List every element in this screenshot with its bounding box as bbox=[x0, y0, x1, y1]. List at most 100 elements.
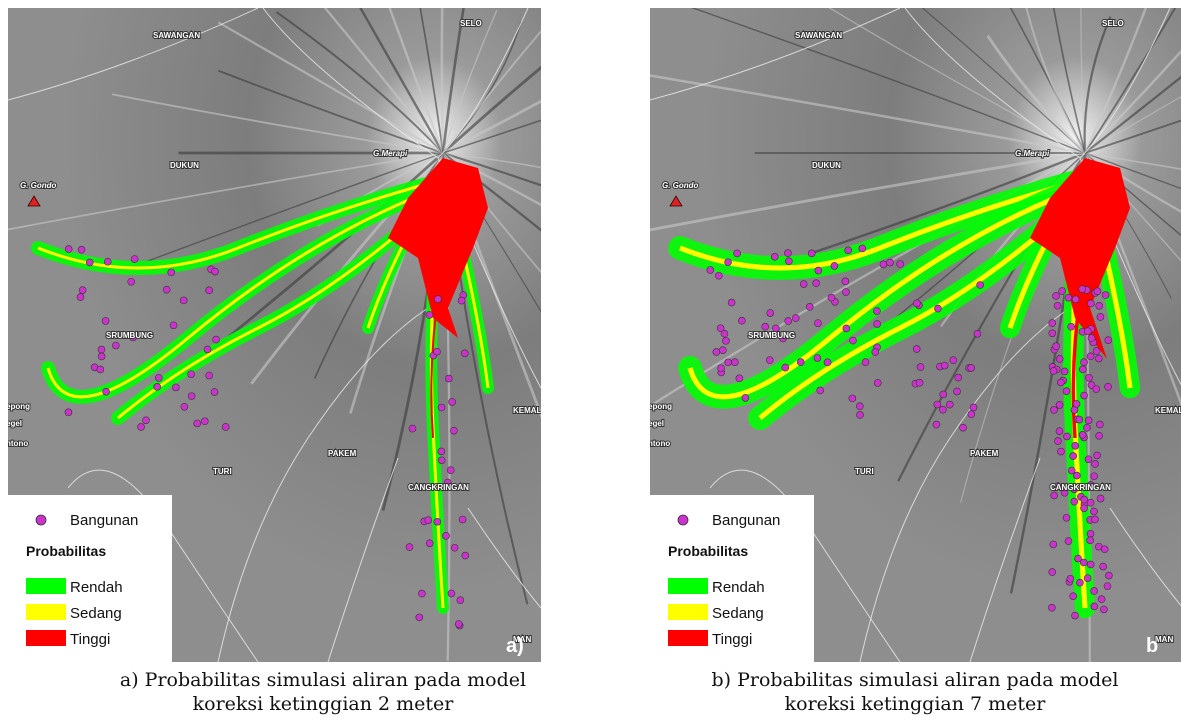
legend-swatch bbox=[668, 578, 708, 594]
building bbox=[1079, 366, 1086, 373]
building bbox=[887, 259, 894, 266]
building bbox=[1092, 516, 1099, 523]
legend-label: Sedang bbox=[70, 605, 122, 622]
building bbox=[1049, 330, 1056, 337]
building bbox=[1094, 452, 1101, 459]
legend-marker bbox=[678, 515, 688, 525]
figure-canvas: SAWANGANSELOG.MerapiDUKUNG. GondoSRUMBUN… bbox=[0, 0, 1181, 724]
building bbox=[1096, 302, 1103, 309]
building bbox=[1090, 508, 1097, 515]
building bbox=[181, 403, 188, 410]
building bbox=[1051, 492, 1058, 499]
building bbox=[1050, 367, 1057, 374]
building bbox=[849, 395, 856, 402]
building bbox=[1081, 496, 1088, 503]
legend-title: Probabilitas bbox=[26, 543, 106, 559]
building bbox=[434, 296, 441, 303]
building bbox=[857, 411, 864, 418]
building bbox=[65, 246, 72, 253]
building bbox=[1093, 348, 1100, 355]
building bbox=[1101, 546, 1108, 553]
building bbox=[188, 371, 195, 378]
place-label: KEMALAN bbox=[1155, 406, 1181, 415]
building bbox=[1051, 406, 1058, 413]
building bbox=[131, 256, 138, 263]
building bbox=[713, 348, 720, 355]
building bbox=[204, 346, 211, 353]
building bbox=[707, 266, 714, 273]
building bbox=[1072, 442, 1079, 449]
building bbox=[1081, 392, 1088, 399]
building bbox=[1067, 575, 1074, 582]
building bbox=[416, 614, 423, 621]
building bbox=[917, 364, 924, 371]
building bbox=[450, 427, 457, 434]
building bbox=[1063, 388, 1070, 395]
building bbox=[433, 348, 440, 355]
building bbox=[449, 398, 456, 405]
building bbox=[1097, 313, 1104, 320]
figure: SAWANGANSELOG.MerapiDUKUNG. GondoSRUMBUN… bbox=[0, 0, 1181, 724]
building bbox=[1088, 335, 1095, 342]
building bbox=[814, 355, 821, 362]
building bbox=[78, 246, 85, 253]
building bbox=[725, 359, 732, 366]
building bbox=[717, 325, 724, 332]
building bbox=[843, 325, 850, 332]
building bbox=[1085, 417, 1092, 424]
panel-label: a) bbox=[506, 635, 524, 657]
building bbox=[425, 517, 432, 524]
building bbox=[785, 317, 792, 324]
building bbox=[719, 347, 726, 354]
building bbox=[1083, 424, 1090, 431]
building bbox=[785, 258, 792, 265]
building bbox=[1085, 456, 1092, 463]
building bbox=[1098, 596, 1105, 603]
legend-swatch bbox=[26, 578, 66, 594]
building bbox=[806, 303, 813, 310]
building bbox=[188, 393, 195, 400]
building bbox=[934, 401, 941, 408]
legend-label: Tinggi bbox=[70, 631, 110, 648]
building bbox=[859, 245, 866, 252]
building bbox=[65, 409, 72, 416]
building bbox=[1094, 288, 1101, 295]
building bbox=[1105, 572, 1112, 579]
place-label: CANGKRINGAN bbox=[1050, 483, 1111, 492]
building bbox=[742, 394, 749, 401]
building bbox=[213, 336, 220, 343]
building bbox=[457, 597, 464, 604]
legend-title: Probabilitas bbox=[668, 543, 748, 559]
legend-label: Rendah bbox=[712, 579, 765, 596]
legend-swatch bbox=[26, 604, 66, 620]
building bbox=[813, 280, 820, 287]
place-label: egel bbox=[648, 419, 664, 428]
building bbox=[1102, 291, 1109, 298]
building bbox=[77, 294, 84, 301]
building bbox=[1091, 473, 1098, 480]
building bbox=[1097, 495, 1104, 502]
building bbox=[1087, 530, 1094, 537]
building bbox=[913, 300, 920, 307]
building bbox=[461, 350, 468, 357]
building bbox=[194, 420, 201, 427]
building bbox=[172, 384, 179, 391]
building bbox=[797, 359, 804, 366]
building bbox=[1065, 294, 1072, 301]
building bbox=[1050, 541, 1057, 548]
building bbox=[1100, 606, 1107, 613]
building bbox=[1071, 498, 1078, 505]
building bbox=[459, 516, 466, 523]
legend-marker-label: Bangunan bbox=[712, 512, 780, 529]
building bbox=[1096, 432, 1103, 439]
building bbox=[112, 342, 119, 349]
building bbox=[800, 281, 807, 288]
building bbox=[102, 317, 109, 324]
building bbox=[103, 388, 110, 395]
building bbox=[782, 364, 789, 371]
building bbox=[1091, 603, 1098, 610]
building bbox=[211, 389, 218, 396]
building bbox=[916, 379, 923, 386]
building bbox=[862, 359, 869, 366]
building bbox=[767, 310, 774, 317]
